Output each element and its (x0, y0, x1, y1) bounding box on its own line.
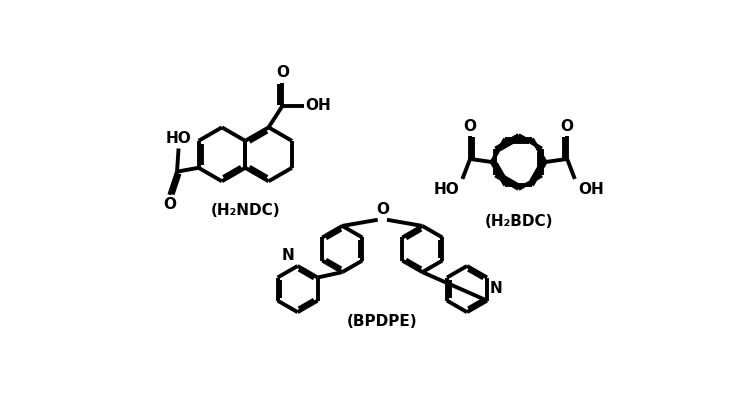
Text: O: O (561, 119, 574, 134)
Text: OH: OH (306, 98, 331, 113)
Text: O: O (463, 119, 477, 134)
Text: HO: HO (433, 182, 460, 197)
Text: OH: OH (578, 182, 604, 197)
Text: O: O (376, 202, 389, 217)
Text: (H₂NDC): (H₂NDC) (210, 203, 280, 218)
Text: (BPDPE): (BPDPE) (347, 314, 418, 329)
Text: N: N (282, 248, 295, 263)
Text: HO: HO (166, 131, 192, 146)
Text: O: O (276, 65, 289, 80)
Text: (H₂BDC): (H₂BDC) (484, 214, 553, 229)
Text: O: O (163, 197, 176, 212)
Text: N: N (490, 281, 503, 296)
